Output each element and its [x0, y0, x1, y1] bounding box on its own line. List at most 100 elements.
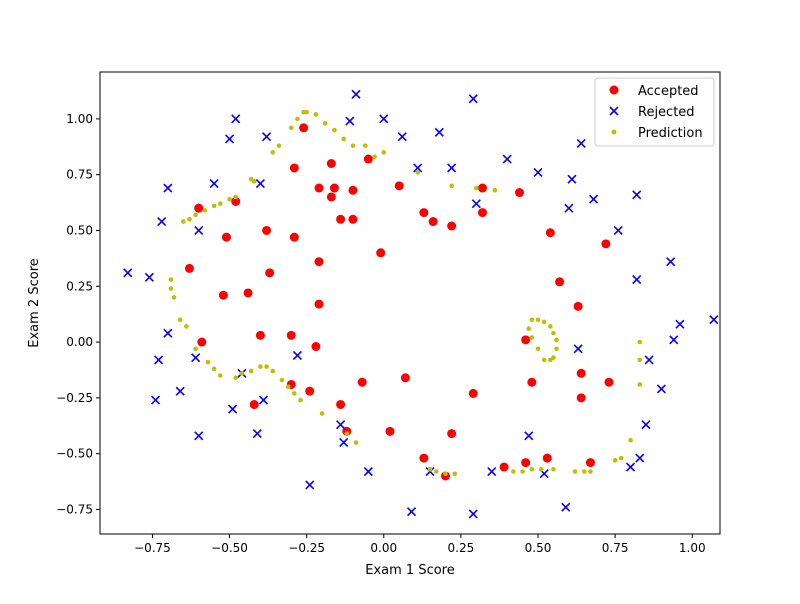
rejected-point [533, 167, 543, 178]
accepted-point [348, 185, 358, 195]
rejected-point [471, 199, 481, 209]
rejected-point [709, 315, 719, 325]
rejected-point [194, 431, 204, 441]
rejected-point [157, 216, 167, 227]
legend-marker-rejected-stroke-b [609, 106, 619, 116]
prediction-point [612, 458, 618, 463]
rejected-point-stroke-b [656, 384, 666, 394]
prediction-point [288, 125, 294, 131]
rejected-point [123, 268, 133, 278]
prediction-point [248, 368, 254, 374]
prediction-point [353, 440, 359, 445]
y-axis-label: Exam 2 Score [27, 258, 42, 347]
rejected-point-stroke-b [632, 190, 642, 200]
accepted-point [357, 377, 367, 387]
accepted-point [218, 290, 228, 300]
rejected-point [144, 272, 154, 282]
rejected-point [625, 462, 636, 472]
x-axis-label: Exam 1 Score [365, 563, 454, 578]
rejected-point-stroke-b [351, 89, 361, 99]
y-tick-label: −0.75 [56, 502, 93, 516]
prediction-point [529, 466, 535, 472]
prediction-point [193, 346, 198, 352]
prediction-point [217, 373, 223, 378]
prediction-point [529, 317, 535, 323]
rejected-point-stroke-b [345, 116, 355, 126]
accepted-point [314, 183, 324, 193]
prediction-point [276, 143, 282, 148]
rejected-point [258, 395, 269, 405]
rejected-point-stroke-b [339, 437, 349, 448]
rejected-point-stroke-b [255, 179, 265, 189]
prediction-point [538, 466, 544, 472]
rejected-point [564, 203, 574, 213]
prediction-point [180, 219, 186, 224]
rejected-point-stroke-b [363, 466, 373, 477]
accepted-point [376, 248, 386, 258]
rejected-point [502, 154, 512, 164]
prediction-point [637, 382, 643, 387]
rejected-point-stroke-b [252, 428, 262, 439]
rejected-point [339, 437, 349, 448]
rejected-point [345, 116, 355, 126]
prediction-point [313, 112, 319, 117]
accepted-point [601, 239, 611, 249]
rejected-point-stroke-b [406, 507, 417, 517]
legend-label-rejected: Rejected [638, 105, 695, 120]
prediction-point [443, 471, 448, 477]
rejected-point-stroke-b [258, 395, 269, 405]
rejected-point [576, 138, 586, 148]
accepted-point [573, 301, 583, 311]
x-tick-label: 0.75 [602, 541, 629, 555]
prediction-point [168, 277, 174, 282]
rejected-point-stroke-b [669, 335, 679, 345]
rejected-point-stroke-b [154, 355, 164, 365]
prediction-point [541, 319, 547, 325]
rejected-point-stroke-b [336, 420, 346, 430]
rejected-point-stroke-b [163, 183, 173, 193]
accepted-point [394, 181, 404, 191]
rejected-point [656, 384, 666, 394]
rejected-point-stroke-b [305, 480, 315, 490]
rejected-point [447, 163, 457, 173]
accepted-point [385, 426, 395, 436]
accepted-point [555, 277, 565, 287]
rejected-point-stroke-b [709, 315, 719, 325]
accepted-point [194, 203, 204, 213]
rejected-point-stroke-b [262, 132, 272, 142]
rejected-point-stroke-b [613, 225, 623, 236]
rejected-point [468, 509, 478, 519]
prediction-point [572, 469, 578, 474]
y-axis: −0.75 −0.50 −0.25 0.00 0.25 0.50 0.75 1.00 [56, 112, 100, 516]
rejected-point-stroke-b [224, 134, 235, 144]
rejected-point-stroke-b [632, 274, 642, 285]
prediction-point [319, 411, 325, 416]
prediction-point [295, 116, 300, 122]
rejected-point [231, 114, 241, 124]
rejected-point-stroke-b [150, 395, 161, 405]
rejected-point [524, 431, 534, 441]
accepted-point [447, 221, 457, 231]
prediction-point [187, 217, 192, 222]
prediction-point [211, 366, 217, 372]
rejected-point [363, 466, 373, 477]
accepted-point [289, 232, 299, 242]
accepted-point [326, 192, 336, 202]
rejected-point-stroke-b [666, 257, 676, 267]
prediction-point [492, 187, 498, 193]
rejected-point-stroke-b [524, 431, 534, 441]
rejected-point-stroke-b [231, 114, 241, 124]
prediction-point [618, 455, 624, 461]
rejected-point [150, 395, 161, 405]
accepted-point [604, 377, 614, 387]
accepted-point [184, 263, 194, 273]
prediction-point [637, 339, 643, 345]
axes-frame [99, 71, 721, 535]
prediction-point [588, 469, 593, 474]
rejected-point [305, 480, 315, 490]
prediction-point [285, 384, 291, 389]
rejected-point-stroke-b [194, 431, 204, 441]
legend-label-prediction: Prediction [638, 126, 703, 141]
prediction-point [637, 357, 643, 363]
prediction-point [227, 196, 232, 202]
